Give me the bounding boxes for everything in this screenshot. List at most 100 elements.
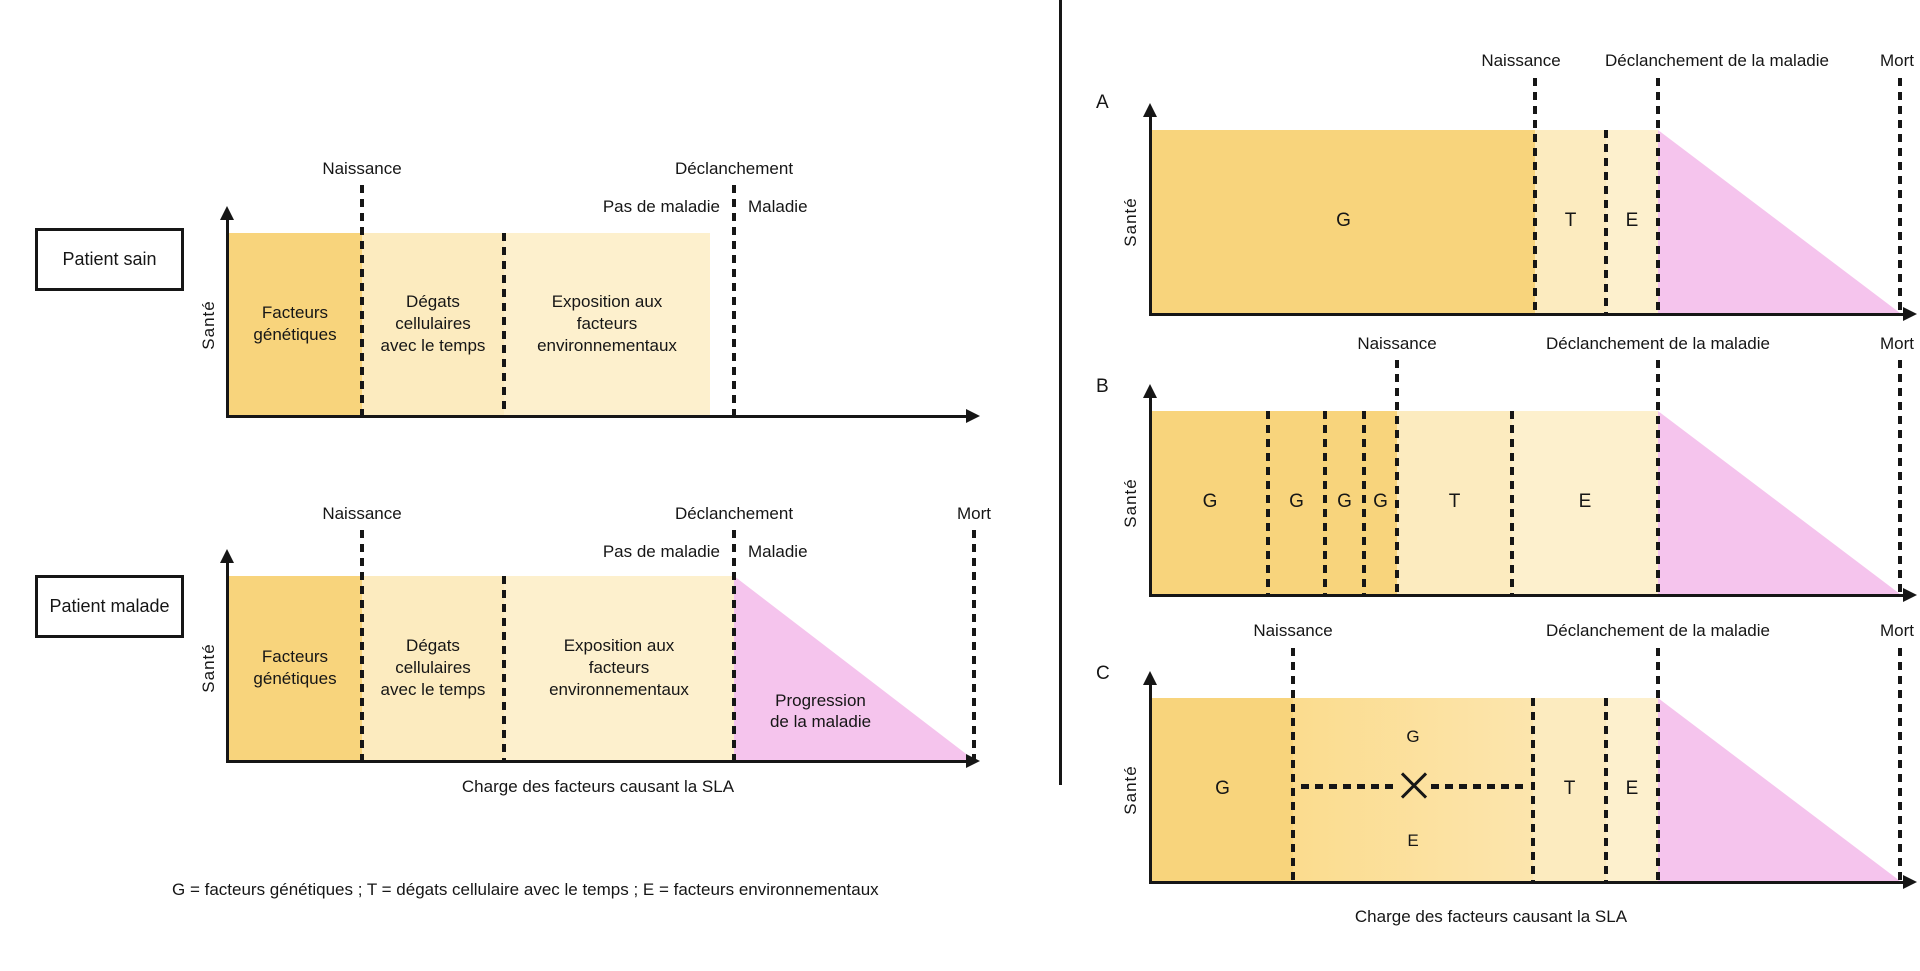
- panel-b-g3-label: G: [1337, 491, 1352, 513]
- healthy-x-axis-arrowhead: [966, 409, 980, 423]
- panel-c-mort-line: [1898, 648, 1902, 884]
- healthy-y-axis: [226, 218, 229, 418]
- panel-c-x-axis-arrowhead: [1903, 875, 1917, 889]
- panel-b-te-divider-line: [1510, 411, 1514, 597]
- panel-c-te-divider-line: [1604, 698, 1608, 884]
- healthy-time-segment: Dégats cellulaires avec le temps: [362, 233, 504, 415]
- sick-genetic-segment: Facteurs génétiques: [228, 576, 362, 760]
- panel-b-g4-label: G: [1373, 491, 1388, 513]
- panel-a-e-segment: E: [1606, 130, 1658, 313]
- sick-maladie-label: Maladie: [748, 542, 808, 561]
- panel-a-t-segment: T: [1535, 130, 1606, 313]
- sick-progression-label: Progression de la maladie: [769, 691, 872, 732]
- sick-env-segment: Exposition aux facteurs environnementaux: [504, 576, 734, 760]
- healthy-time-label: Dégats cellulaires avec le temps: [380, 291, 486, 356]
- panel-c-g-segment: G: [1152, 698, 1293, 881]
- sick-x-axis: [226, 760, 968, 763]
- panel-c-letter: C: [1096, 663, 1110, 684]
- panel-c-naissance-line: [1291, 648, 1295, 884]
- panel-c-declanchement-label: Déclanchement de la maladie: [1546, 621, 1770, 640]
- sick-time-segment: Dégats cellulaires avec le temps: [362, 576, 504, 760]
- panel-b-naissance-label: Naissance: [1357, 334, 1437, 353]
- panel-c-y-axis: [1149, 683, 1152, 884]
- sick-declanchement-line: [732, 530, 736, 760]
- panel-b-g1-segment: G: [1152, 411, 1268, 594]
- panel-b-t-label: T: [1448, 491, 1461, 513]
- panel-c-x-axis: [1149, 881, 1905, 884]
- panel-b-e-label: E: [1578, 491, 1592, 513]
- panel-b-letter: B: [1096, 376, 1109, 397]
- sick-env-label: Exposition aux facteurs environnementaux: [549, 635, 689, 700]
- panel-a-x-axis: [1149, 313, 1905, 316]
- panel-c-block-divider-line: [1531, 698, 1535, 884]
- panel-c-interaction-g-label: G: [1406, 727, 1420, 746]
- healthy-naissance-label: Naissance: [322, 159, 402, 178]
- panel-a-declanchement-line: [1656, 78, 1660, 316]
- healthy-genetic-label: Facteurs génétiques: [253, 302, 337, 344]
- sick-x-axis-arrowhead: [966, 754, 980, 768]
- panel-a-y-axis-arrowhead: [1143, 103, 1157, 117]
- panel-a-mort-line: [1898, 78, 1902, 316]
- panel-a-progression-triangle: [1658, 130, 1900, 313]
- panel-b-y-axis: [1149, 396, 1152, 597]
- panel-b-g4-segment: G: [1364, 411, 1397, 594]
- healthy-naissance-line: [360, 185, 364, 415]
- panel-b-y-axis-arrowhead: [1143, 384, 1157, 398]
- healthy-x-axis: [226, 415, 968, 418]
- panel-b-g2-label: G: [1289, 491, 1304, 513]
- sick-mort-label: Mort: [957, 504, 991, 523]
- panel-c-progression-triangle: [1658, 698, 1900, 881]
- panel-c-interaction-e-label: E: [1407, 831, 1419, 850]
- panel-a-naissance-line: [1533, 78, 1537, 316]
- sick-y-axis-arrowhead: [220, 549, 234, 563]
- panel-b-x-axis-arrowhead: [1903, 588, 1917, 602]
- panel-b-declanchement-label: Déclanchement de la maladie: [1546, 334, 1770, 353]
- healthy-env-label: Exposition aux facteurs environnementaux: [537, 291, 677, 356]
- panel-c-interaction-segment: [1293, 698, 1533, 881]
- panel-c-g-label: G: [1215, 778, 1230, 800]
- healthy-y-axis-title: Santé: [199, 300, 218, 350]
- panel-c-e-segment: E: [1606, 698, 1658, 881]
- panel-c-e-label: E: [1625, 778, 1639, 800]
- sick-time-label: Dégats cellulaires avec le temps: [380, 635, 486, 700]
- panel-b-x-axis: [1149, 594, 1905, 597]
- figure-legend: G = facteurs génétiques ; T = dégats cel…: [172, 880, 879, 899]
- panel-a-t-label: T: [1564, 210, 1577, 232]
- panel-a-mort-label: Mort: [1880, 51, 1914, 70]
- patient-sain-label: Patient sain: [62, 249, 157, 269]
- panel-b-g1-label: G: [1202, 491, 1218, 513]
- panel-b-t-segment: T: [1397, 411, 1512, 594]
- patient-malade-label: Patient malade: [49, 596, 170, 616]
- panel-b-mort-label: Mort: [1880, 334, 1914, 353]
- healthy-declanchement-label: Déclanchement: [674, 159, 794, 178]
- right-x-axis-title: Charge des facteurs causant la SLA: [1354, 907, 1628, 926]
- sick-declanchement-label: Déclanchement: [674, 504, 794, 523]
- sick-mort-line: [972, 530, 976, 760]
- healthy-env-segment: Exposition aux facteurs environnementaux: [504, 233, 710, 415]
- panel-c-interaction-x-icon: [1399, 771, 1429, 801]
- panel-b-y-axis-title: Santé: [1121, 478, 1140, 528]
- panel-b-g3-segment: G: [1325, 411, 1364, 594]
- panel-c-t-segment: T: [1533, 698, 1606, 881]
- panel-b-naissance-line: [1395, 360, 1399, 597]
- panel-c-naissance-label: Naissance: [1253, 621, 1333, 640]
- sick-naissance-line: [360, 530, 364, 760]
- panel-a-e-label: E: [1625, 210, 1639, 232]
- patient-sain-box: Patient sain: [35, 228, 184, 291]
- healthy-maladie-label: Maladie: [748, 197, 808, 216]
- panel-c-y-axis-arrowhead: [1143, 671, 1157, 685]
- panel-a-g-segment: G: [1152, 130, 1535, 313]
- healthy-pas-de-maladie-label: Pas de maladie: [602, 197, 720, 216]
- sick-y-axis: [226, 561, 229, 761]
- panel-b-declanchement-line: [1656, 360, 1660, 597]
- panel-a-x-axis-arrowhead: [1903, 307, 1917, 321]
- panel-a-declanchement-label: Déclanchement de la maladie: [1605, 51, 1829, 70]
- panel-b-progression-triangle: [1658, 411, 1900, 594]
- panel-a-y-axis-title: Santé: [1121, 197, 1140, 247]
- panel-a-g-label: G: [1336, 210, 1351, 232]
- healthy-segment-divider-line: [502, 233, 506, 415]
- healthy-declanchement-line: [732, 185, 736, 415]
- panel-c-y-axis-title: Santé: [1121, 765, 1140, 815]
- healthy-y-axis-arrowhead: [220, 206, 234, 220]
